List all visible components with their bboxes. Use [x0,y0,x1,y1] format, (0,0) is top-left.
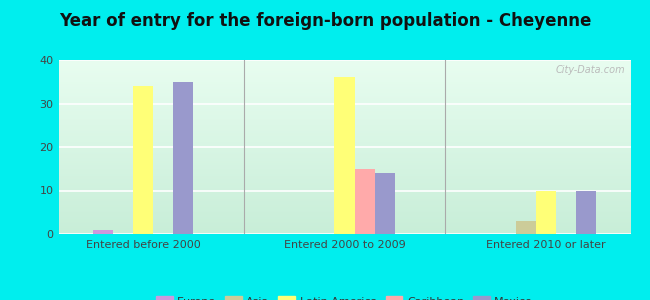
Bar [374,173,395,234]
Bar [93,230,113,234]
Bar [335,77,354,234]
Bar [133,86,153,234]
Bar [576,190,596,234]
Bar [174,82,194,234]
Text: City-Data.com: City-Data.com [555,65,625,75]
Legend: Europe, Asia, Latin America, Caribbean, Mexico: Europe, Asia, Latin America, Caribbean, … [151,292,538,300]
Bar [536,190,556,234]
Bar [354,169,374,234]
Bar [515,221,536,234]
Text: Year of entry for the foreign-born population - Cheyenne: Year of entry for the foreign-born popul… [58,12,592,30]
